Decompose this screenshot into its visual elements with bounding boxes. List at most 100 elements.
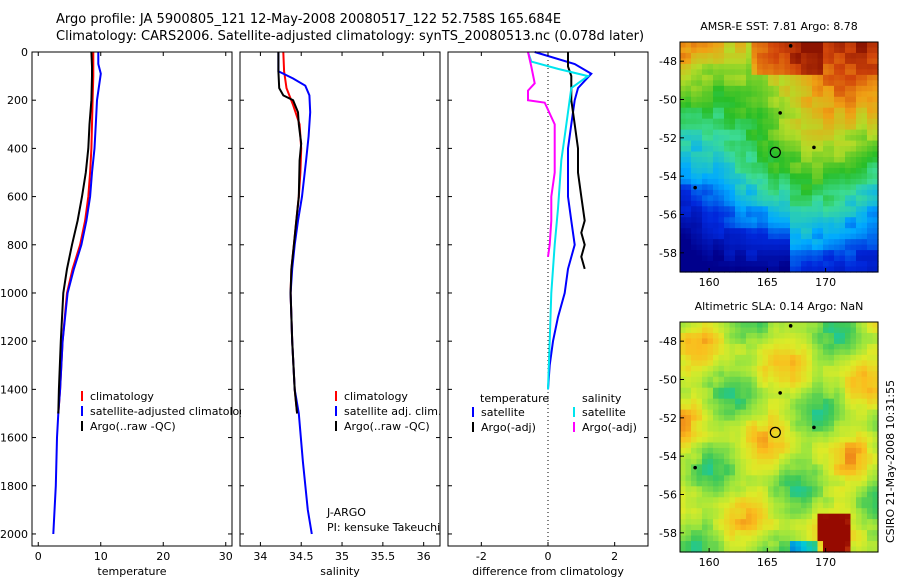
map-cell (685, 338, 692, 345)
map-cell (828, 157, 835, 164)
map-cell (806, 184, 813, 191)
map-cell (735, 442, 742, 449)
map-cell (762, 486, 769, 493)
map-cell (691, 409, 698, 416)
map-cell (850, 376, 857, 383)
map-cell (718, 469, 725, 476)
map-cell (861, 102, 868, 109)
map-cell (801, 80, 808, 87)
map-cell (735, 261, 742, 268)
map-cell (834, 530, 841, 537)
map-cell (856, 365, 863, 372)
map-cell (768, 491, 775, 498)
map-cell (735, 228, 742, 235)
map-cell (850, 371, 857, 378)
map-cell (735, 69, 742, 76)
map-cell (806, 360, 813, 367)
map-cell (834, 162, 841, 169)
series-line-3-3 (527, 51, 591, 390)
map-cell (784, 102, 791, 109)
map-cell (691, 431, 698, 438)
map-cell (784, 541, 791, 548)
map-cell (867, 442, 874, 449)
map-cell (746, 387, 753, 394)
map-cell (768, 404, 775, 411)
map-cell (856, 58, 863, 65)
map-cell (724, 360, 731, 367)
map-cell (845, 480, 852, 487)
map-cell (773, 189, 780, 196)
map-cell (773, 167, 780, 175)
map-cell (806, 135, 813, 142)
map-cell (718, 178, 725, 185)
map-cell (735, 189, 742, 196)
map-cell (751, 74, 758, 81)
map-cell (856, 69, 863, 76)
map-cell (839, 47, 846, 54)
map-cell (867, 266, 874, 273)
map-cell (707, 74, 714, 81)
map-cell (718, 102, 725, 109)
map-cell (867, 371, 874, 378)
map-cell (839, 189, 846, 196)
map-cell (718, 475, 725, 482)
map-cell (768, 475, 775, 482)
map-cell (872, 464, 879, 471)
map-cell (762, 387, 769, 394)
map-cell (757, 233, 764, 240)
map-cell (779, 327, 786, 334)
map-cell (784, 447, 791, 455)
map-cell (685, 426, 692, 433)
map-cell (834, 393, 841, 400)
map-cell (823, 255, 830, 262)
map-cell (713, 206, 720, 213)
map-cell (795, 360, 802, 367)
map-cell (773, 118, 780, 125)
map-cell (773, 535, 780, 542)
map-cell (850, 157, 857, 164)
map-cell (713, 409, 720, 416)
map-cell (724, 469, 731, 476)
map-cell (713, 239, 720, 246)
map-cell (685, 96, 692, 103)
map-cell (691, 371, 698, 378)
map-cell (872, 343, 879, 350)
map-cell (845, 140, 852, 147)
map-cell (817, 63, 824, 70)
map-cell (817, 447, 824, 455)
map-cell (795, 426, 802, 433)
map-cell (746, 124, 753, 131)
map-cell (751, 387, 758, 394)
map-cell (724, 217, 731, 224)
map-cell (718, 250, 725, 257)
map-cell (713, 327, 720, 334)
map-cell (724, 239, 731, 246)
map-cell (850, 118, 857, 125)
map-cell (740, 129, 747, 136)
map-cell (718, 80, 725, 87)
x-tick-label: 36 (417, 550, 431, 563)
map-cell (713, 437, 720, 444)
series-line-2-3 (277, 52, 303, 414)
map-cell (746, 239, 753, 246)
map-cell (779, 458, 786, 465)
map-cell (702, 513, 709, 520)
map-cell (872, 255, 879, 262)
map-cell (713, 354, 720, 361)
map-cell (779, 261, 786, 268)
map-cell (773, 129, 780, 136)
map-cell (790, 129, 797, 136)
map-cell (768, 343, 775, 350)
map-cell (806, 195, 813, 202)
map-cell (685, 211, 692, 218)
map-cell (707, 63, 714, 70)
map-cell (735, 146, 742, 153)
map-cell (718, 546, 725, 553)
map-cell (856, 420, 863, 427)
map-cell (740, 217, 747, 224)
map-cell (823, 58, 830, 65)
map-cell (740, 42, 747, 49)
map-cell (806, 393, 813, 400)
map-cell (707, 124, 714, 131)
map-cell (872, 327, 879, 334)
